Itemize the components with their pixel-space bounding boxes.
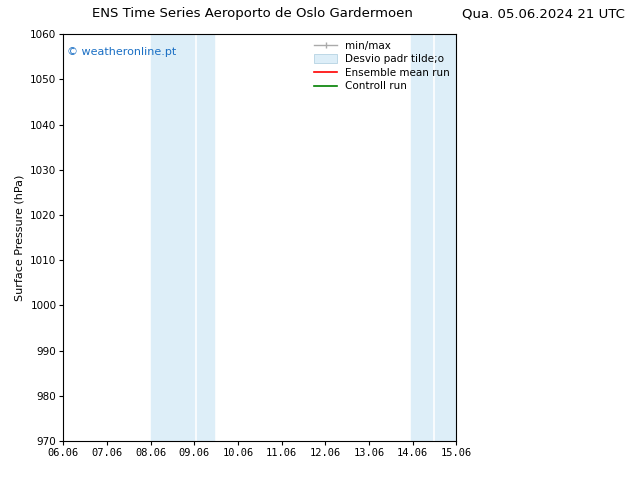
Text: ENS Time Series Aeroporto de Oslo Gardermoen: ENS Time Series Aeroporto de Oslo Garder… (92, 7, 413, 21)
Text: © weatheronline.pt: © weatheronline.pt (67, 47, 177, 56)
Bar (435, 34, 456, 441)
Bar (411, 34, 432, 441)
Bar (197, 34, 214, 441)
Legend: min/max, Desvio padr tilde;o, Ensemble mean run, Controll run: min/max, Desvio padr tilde;o, Ensemble m… (310, 36, 455, 96)
Y-axis label: Surface Pressure (hPa): Surface Pressure (hPa) (15, 174, 25, 301)
Text: Qua. 05.06.2024 21 UTC: Qua. 05.06.2024 21 UTC (462, 7, 624, 21)
Bar (151, 34, 195, 441)
